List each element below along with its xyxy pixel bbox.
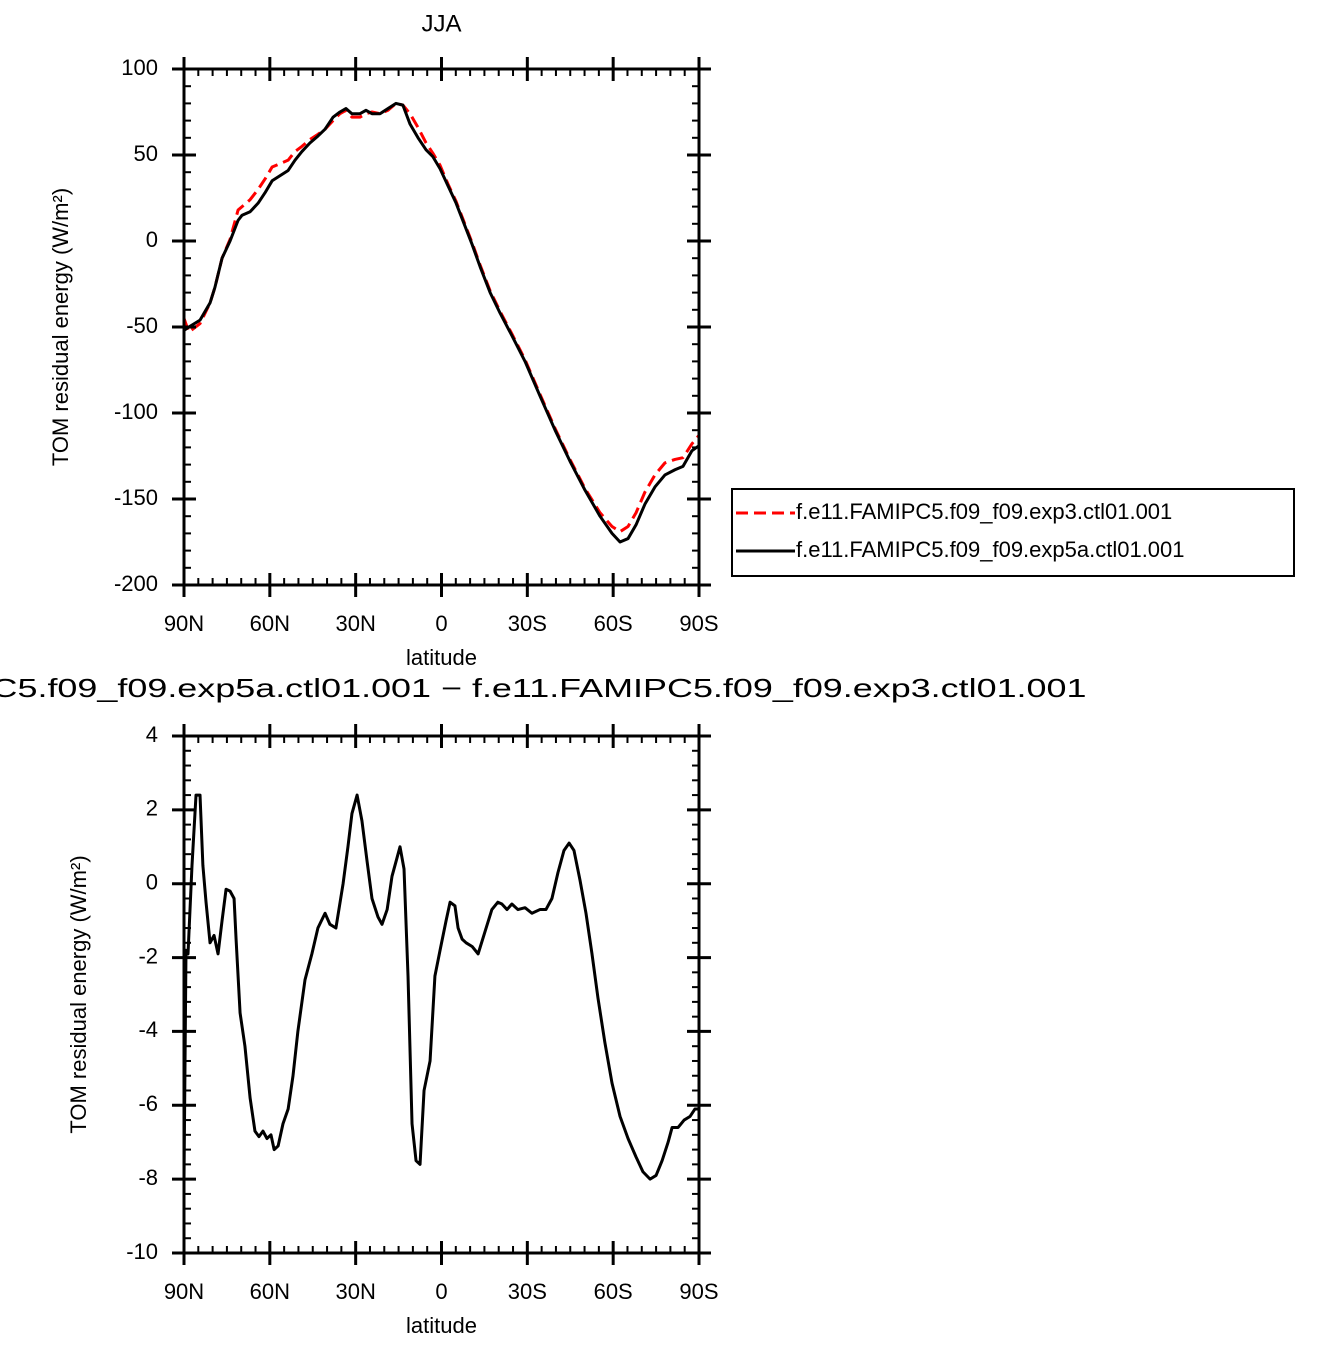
x-tick-label: 30S: [508, 1279, 547, 1304]
series-line: [182, 793, 699, 1181]
y-tick-label: -6: [138, 1091, 158, 1116]
x-tick-label: 30N: [335, 611, 375, 636]
y-tick-label: 4: [146, 722, 158, 747]
y-axis-label: TOM residual energy (W/m²): [66, 855, 91, 1133]
x-tick-label: 90S: [679, 1279, 718, 1304]
y-tick-label: -50: [126, 313, 158, 338]
y-tick-label: -150: [114, 485, 158, 510]
y-tick-label: 0: [146, 227, 158, 252]
legend-label: f.e11.FAMIPC5.f09_f09.exp3.ctl01.001: [796, 499, 1172, 524]
x-tick-label: 60S: [594, 1279, 633, 1304]
x-tick-label: 90S: [679, 611, 718, 636]
x-tick-label: 0: [435, 1279, 447, 1304]
x-tick-label: 90N: [164, 1279, 204, 1304]
legend-label: f.e11.FAMIPC5.f09_f09.exp5a.ctl01.001: [796, 537, 1185, 562]
y-tick-label: 50: [134, 141, 158, 166]
x-axis-label: latitude: [406, 1313, 477, 1338]
x-tick-label: 0: [435, 611, 447, 636]
y-tick-label: -2: [138, 943, 158, 968]
legend-box: [731, 488, 1295, 577]
x-tick-label: 90N: [164, 611, 204, 636]
y-tick-label: -200: [114, 571, 158, 596]
plot-frame: [182, 67, 701, 587]
y-tick-label: -100: [114, 399, 158, 424]
y-tick-label: -10: [126, 1239, 158, 1264]
y-tick-label: 100: [121, 55, 158, 80]
x-axis-label: latitude: [406, 645, 477, 670]
chart-title: f.e11.FAMIPC5.f09_f09.exp5a.ctl01.001 − …: [0, 673, 1087, 703]
series-line: [183, 101, 700, 544]
plot-frame: [182, 734, 701, 1255]
x-tick-label: 30S: [508, 611, 547, 636]
series-line: [182, 101, 701, 534]
y-tick-label: 2: [146, 796, 158, 821]
x-tick-label: 60N: [250, 611, 290, 636]
y-axis-label: TOM residual energy (W/m²): [48, 188, 73, 466]
y-tick-label: -4: [138, 1017, 158, 1042]
x-tick-label: 30N: [335, 1279, 375, 1304]
chart-title: JJA: [421, 10, 461, 37]
x-tick-label: 60S: [594, 611, 633, 636]
y-tick-label: -8: [138, 1165, 158, 1190]
x-tick-label: 60N: [250, 1279, 290, 1304]
y-tick-label: 0: [146, 870, 158, 895]
